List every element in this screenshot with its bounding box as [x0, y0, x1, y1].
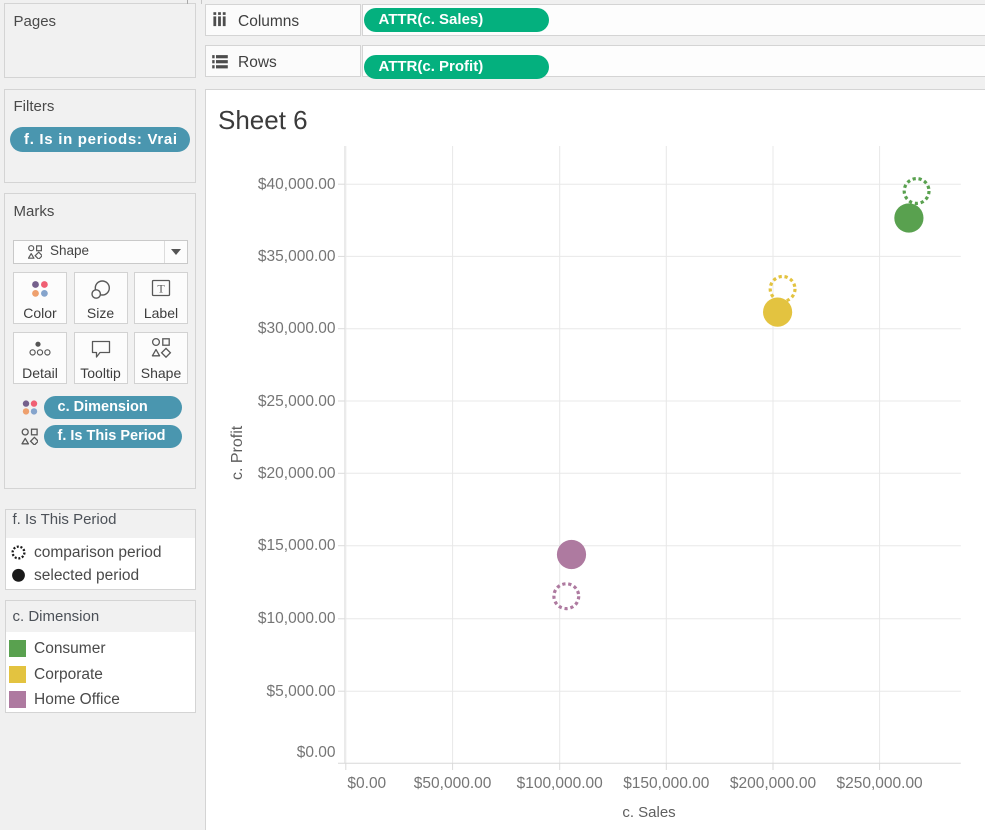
- svg-text:T: T: [157, 282, 165, 296]
